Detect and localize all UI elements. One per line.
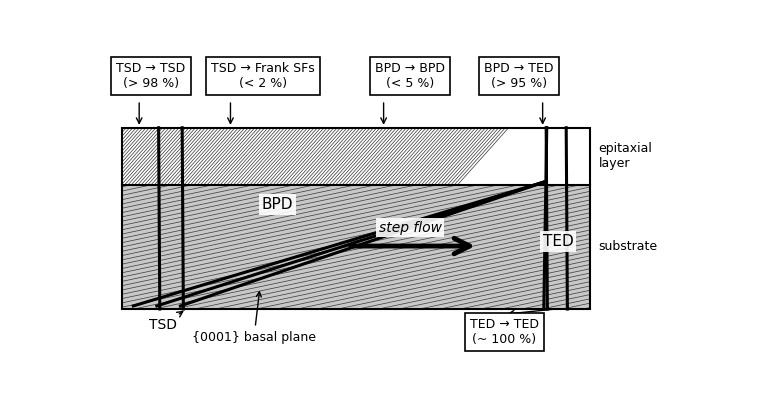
Polygon shape (122, 128, 590, 185)
Text: BPD → BPD
(< 5 %): BPD → BPD (< 5 %) (375, 61, 445, 89)
Text: TSD → TSD
(> 98 %): TSD → TSD (> 98 %) (116, 61, 185, 89)
Text: substrate: substrate (599, 239, 657, 253)
Text: {0001} basal plane: {0001} basal plane (192, 292, 316, 344)
Text: epitaxial
layer: epitaxial layer (599, 142, 653, 170)
Text: BPD: BPD (262, 197, 293, 212)
Text: TED → TED
(~ 100 %): TED → TED (~ 100 %) (470, 318, 539, 346)
Text: BPD → TED
(> 95 %): BPD → TED (> 95 %) (484, 61, 554, 89)
Text: TED: TED (543, 234, 573, 249)
Text: TSD: TSD (149, 312, 182, 332)
Text: TSD → Frank SFs
(< 2 %): TSD → Frank SFs (< 2 %) (211, 61, 315, 89)
Text: step flow: step flow (378, 221, 442, 235)
Polygon shape (122, 185, 590, 309)
